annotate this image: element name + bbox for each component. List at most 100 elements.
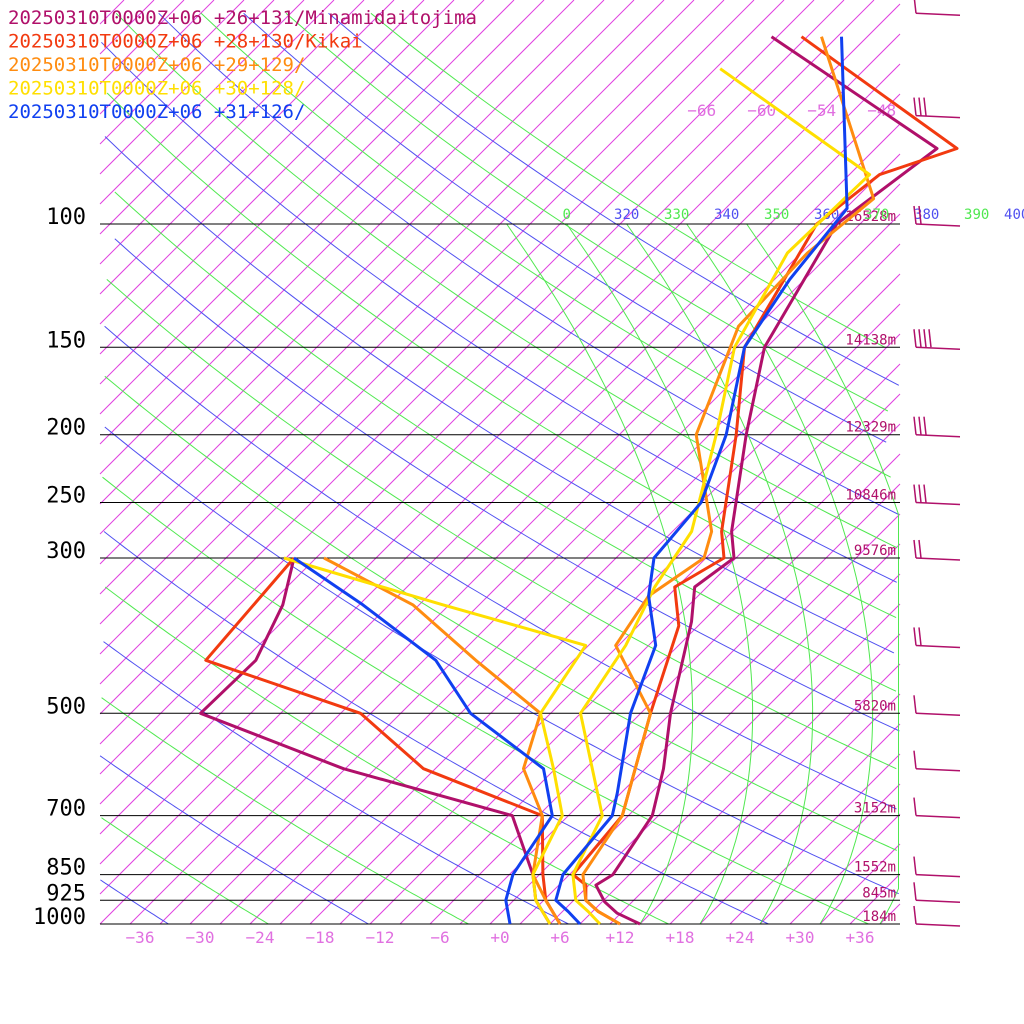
theta-label: 400 <box>1004 207 1024 223</box>
mixing-ratio-line <box>99 0 485 385</box>
wind-barb-flag <box>913 695 917 714</box>
mixing-ratio-line <box>579 603 901 925</box>
mixing-ratio-line <box>99 0 725 625</box>
dewpoint-profiles <box>199 556 588 925</box>
height-label: 14138m <box>845 332 896 348</box>
legend-entry: 20250310T0000Z+06 +31+126/ <box>8 101 305 123</box>
wind-barb-flag <box>918 329 922 348</box>
wind-barb-staff <box>915 346 961 351</box>
mixing-ratio-line <box>399 423 901 925</box>
wind-barb-flag <box>918 97 922 116</box>
wind-barb-flag <box>913 329 917 348</box>
wind-barb-staff <box>915 433 961 438</box>
pressure-label: 700 <box>46 797 86 822</box>
theta-label: 330 <box>664 207 689 223</box>
wind-barb-staff <box>915 814 961 819</box>
mixing-ratio-line <box>99 0 155 55</box>
pressure-label: 925 <box>46 881 86 906</box>
mixing-ratio-label: −54 <box>807 101 836 120</box>
dry-adiabat <box>101 817 269 925</box>
mixing-ratio-line <box>99 0 215 115</box>
mixing-ratio-line <box>99 123 901 925</box>
mixing-ratio-line <box>99 0 875 775</box>
temperature-tick-label: −6 <box>430 928 449 947</box>
wind-barb-flag <box>923 329 927 348</box>
mixing-ratio-line <box>99 3 901 805</box>
mixing-ratio-line <box>669 693 901 925</box>
wind-barb-staff <box>915 557 961 561</box>
legend-entry: 20250310T0000Z+06 +30+128/ <box>8 78 305 100</box>
wind-barb-flag <box>918 416 922 435</box>
mixing-ratio-line <box>99 0 275 175</box>
theta-label: 390 <box>964 207 989 223</box>
mixing-ratio-line <box>849 873 901 925</box>
mixing-ratio-line <box>309 333 901 925</box>
moist-adiabat <box>746 223 899 925</box>
dry-adiabat <box>114 191 897 692</box>
wind-barb-flag <box>923 484 927 503</box>
height-label: 10846m <box>845 488 896 504</box>
wind-barb-flag <box>913 905 917 925</box>
mixing-ratio-line <box>99 0 455 355</box>
mixing-ratio-line <box>99 0 575 475</box>
temperature-tick-label: +12 <box>606 928 635 947</box>
dry-adiabat <box>285 12 889 412</box>
wind-barb-staff <box>915 767 961 772</box>
dry-adiabat <box>104 426 899 895</box>
temperature-profiles <box>554 35 959 926</box>
mixing-ratio-line <box>489 513 901 925</box>
theta-labels: 0320330340350360370380390400410 <box>562 207 1024 223</box>
temperature-tick-label: +0 <box>490 928 509 947</box>
mixing-ratio-line <box>99 0 125 25</box>
mixing-ratio-label: −60 <box>747 101 776 120</box>
height-label: 184m <box>862 909 896 925</box>
wind-barb-flag <box>918 205 922 225</box>
wind-barb-flag <box>913 97 917 116</box>
height-label: 5820m <box>854 698 896 714</box>
mixing-ratio-line <box>99 0 785 685</box>
temperature-tick-label: +30 <box>786 928 815 947</box>
temperature-tick-labels: −36 −30 −24 −18 −12 −6 +0 +6 +12 +18 +24 +30 +36 <box>126 928 875 947</box>
temperature-tick-label: +24 <box>726 928 755 947</box>
dry-adiabat <box>101 697 469 925</box>
mixing-ratio-line <box>99 0 185 85</box>
mixing-ratio-line <box>99 0 815 715</box>
wind-barb-staff <box>915 899 961 904</box>
dewpoint-line <box>323 556 562 925</box>
height-label: 12329m <box>845 420 896 436</box>
legend-entry: 20250310T0000Z+06 +28+130/Kikai <box>8 31 363 53</box>
temperature-tick-label: −12 <box>366 928 395 947</box>
mixing-ratio-line <box>159 183 901 925</box>
mixing-ratio-line <box>99 33 901 835</box>
dry-adiabat <box>103 531 769 925</box>
temperature-tick-label: −24 <box>246 928 275 947</box>
dry-adiabat <box>102 476 869 925</box>
dewpoint-line <box>283 556 588 925</box>
mixing-ratio-line <box>189 213 901 925</box>
wind-barb-staff <box>915 712 961 717</box>
temperature-tick-label: −30 <box>186 928 215 947</box>
legend-entry: 20250310T0000Z+06 +26+131/Minamidaitojim… <box>8 7 477 29</box>
wind-barb-staff <box>915 873 961 878</box>
pressure-label: 500 <box>46 694 86 719</box>
theta-label: 340 <box>714 207 739 223</box>
height-label: 1552m <box>854 860 896 876</box>
dry-adiabat <box>99 755 369 925</box>
wind-barb-flag <box>913 205 917 225</box>
wind-barbs <box>913 0 961 927</box>
wind-barb-staff <box>915 114 961 119</box>
mixing-ratio-line <box>789 813 901 925</box>
wind-barb-staff <box>915 923 961 927</box>
mixing-ratio-line <box>99 0 695 595</box>
dry-adiabat <box>370 12 886 348</box>
mixing-ratio-line <box>429 453 901 925</box>
legend-entry: 20250310T0000Z+06 +29+129/ <box>8 54 305 76</box>
mixing-ratio-line <box>369 393 901 925</box>
dry-adiabat <box>158 12 899 515</box>
height-label: 845m <box>862 885 896 901</box>
dry-adiabat <box>328 12 900 386</box>
temperature-line <box>554 36 849 926</box>
wind-barb-flag <box>913 484 917 503</box>
pressure-label: 850 <box>46 856 86 881</box>
